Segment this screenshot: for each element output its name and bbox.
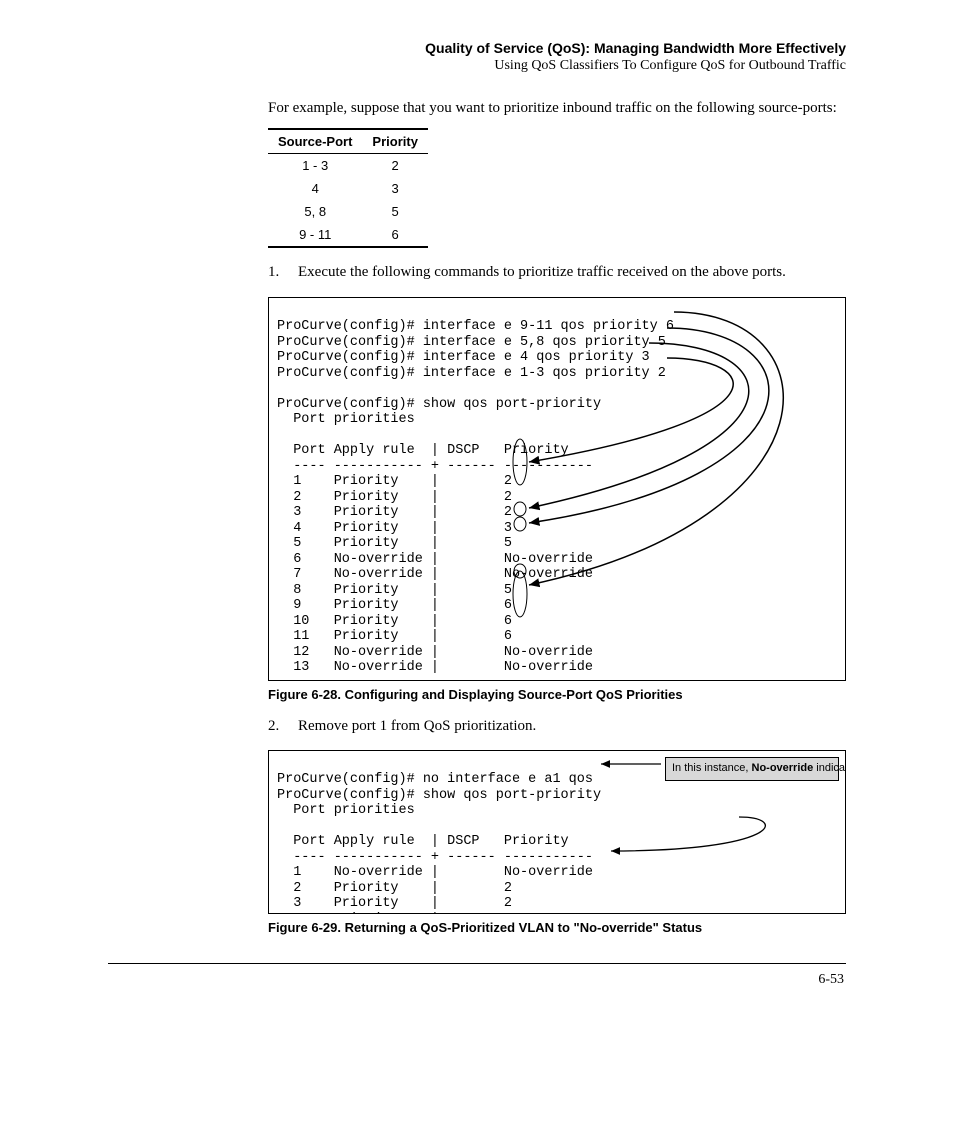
table-row: 43 <box>268 177 428 200</box>
figure-6-28-box: ProCurve(config)# interface e 9-11 qos p… <box>268 297 846 681</box>
header-subtitle: Using QoS Classifiers To Configure QoS f… <box>268 58 846 74</box>
cli-line: Port Apply rule | DSCP Priority <box>277 834 569 849</box>
cli-line: 3 Priority | 2 <box>277 505 512 520</box>
cli-line: 1 Priority | 2 <box>277 474 512 489</box>
table-row: 1 - 32 <box>268 154 428 178</box>
cli-line: 10 Priority | 6 <box>277 614 512 629</box>
cli-line: 1 No-override | No-override <box>277 865 593 880</box>
cli-line: ProCurve(config)# interface e 1-3 qos pr… <box>277 366 666 381</box>
page: Quality of Service (QoS): Managing Bandw… <box>0 0 954 1145</box>
step-2: 2. Remove port 1 from QoS prioritization… <box>268 716 846 736</box>
table-row: 5, 85 <box>268 200 428 223</box>
step-text: Execute the following commands to priori… <box>298 262 786 282</box>
cli-line: 4 Priority | 3 <box>277 521 512 536</box>
page-number: 6-53 <box>108 972 846 988</box>
cli-line: 12 No-override | No-override <box>277 645 593 660</box>
cli-line: ProCurve(config)# show qos port-priority <box>277 397 601 412</box>
cli-line: ProCurve(config)# interface e 9-11 qos p… <box>277 319 674 334</box>
cli-line: 5 Priority | 5 <box>277 536 512 551</box>
cli-line: Port priorities <box>277 412 415 427</box>
cli-line: 2 Priority | 2 <box>277 490 512 505</box>
cli-line: 9 Priority | 6 <box>277 598 512 613</box>
intro-paragraph: For example, suppose that you want to pr… <box>268 98 846 118</box>
cli-line: 7 No-override | No-override <box>277 567 593 582</box>
step-number: 2. <box>268 716 298 736</box>
cli-line: ProCurve(config)# show qos port-priority <box>277 788 601 803</box>
running-header: Quality of Service (QoS): Managing Bandw… <box>268 40 846 74</box>
header-title: Quality of Service (QoS): Managing Bandw… <box>268 40 846 56</box>
table-row: 9 - 116 <box>268 223 428 247</box>
footer-rule <box>108 963 846 964</box>
table-header-priority: Priority <box>362 129 428 154</box>
table-header-source-port: Source-Port <box>268 129 362 154</box>
cli-line: ---- ----------- + ------ ----------- <box>277 850 593 865</box>
figure-6-29-box: ProCurve(config)# no interface e a1 qos … <box>268 750 846 914</box>
cli-line: 8 Priority | 5 <box>277 583 512 598</box>
cli-line: 11 Priority | 6 <box>277 629 512 644</box>
cli-line: 6 No-override | No-override <box>277 552 593 567</box>
step-number: 1. <box>268 262 298 282</box>
figure-6-29-caption: Figure 6-29. Returning a QoS-Prioritized… <box>268 920 846 935</box>
cli-line: ProCurve(config)# interface e 4 qos prio… <box>277 350 650 365</box>
cli-line: 13 No-override | No-override <box>277 660 593 675</box>
step-1: 1. Execute the following commands to pri… <box>268 262 846 282</box>
cli-line: Port Apply rule | DSCP Priority <box>277 443 569 458</box>
cli-line: 2 Priority | 2 <box>277 881 512 896</box>
cli-line: 4 Priority | 3 <box>277 912 512 914</box>
cli-line: Port priorities <box>277 803 415 818</box>
callout-box: In this instance, No-override indicates … <box>665 757 839 781</box>
cli-line: 3 Priority | 2 <box>277 896 512 911</box>
cli-line: ProCurve(config)# no interface e a1 qos <box>277 772 593 787</box>
cli-line: ---- ----------- + ------ ----------- <box>277 459 593 474</box>
priority-table: Source-Port Priority 1 - 32 43 5, 85 9 -… <box>268 128 428 248</box>
cli-line: ProCurve(config)# interface e 5,8 qos pr… <box>277 335 666 350</box>
step-text: Remove port 1 from QoS prioritization. <box>298 716 536 736</box>
cli-line: . . . <box>277 676 528 681</box>
figure-6-28-caption: Figure 6-28. Configuring and Displaying … <box>268 687 846 702</box>
